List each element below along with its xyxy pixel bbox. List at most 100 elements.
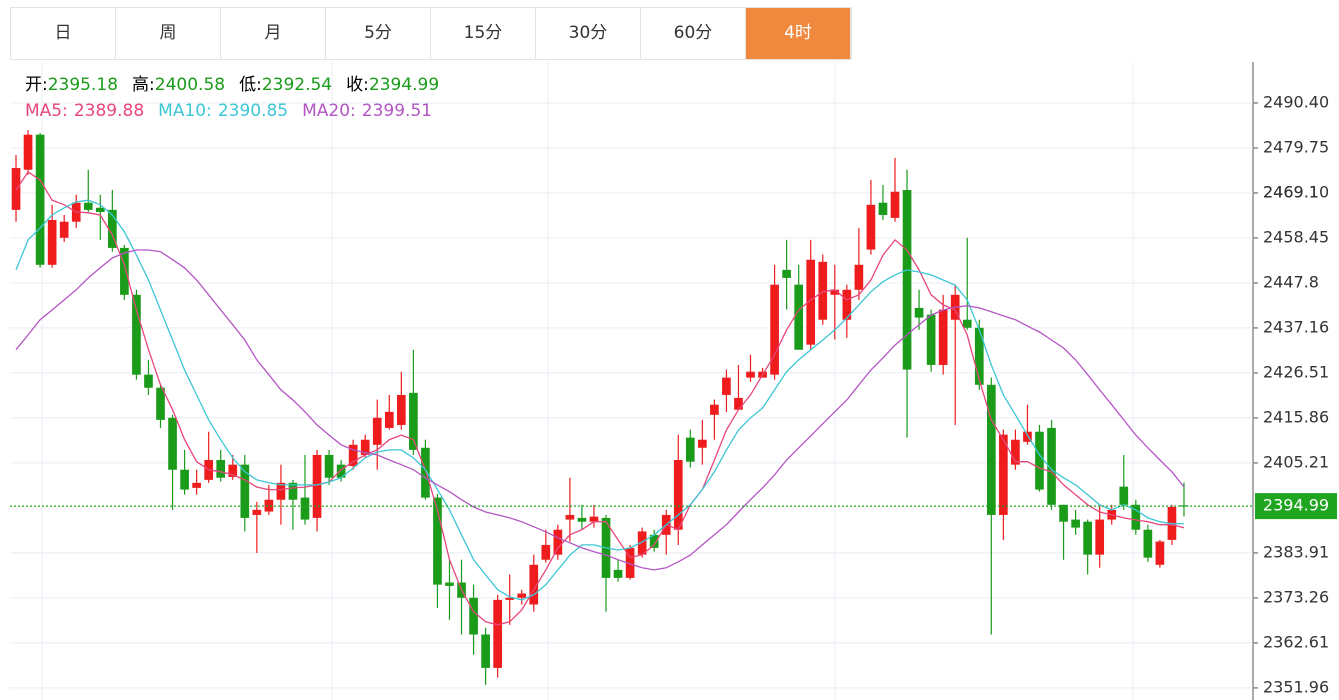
legend-label: MA10: <box>158 101 212 121</box>
candle-body <box>541 544 551 560</box>
candle-body <box>926 314 936 365</box>
y-tick-label: 2490.40 <box>1263 92 1329 111</box>
y-tick-label: 2437.16 <box>1263 317 1329 336</box>
candle-body <box>565 514 575 520</box>
candle-body <box>469 597 478 635</box>
candle-body <box>986 384 996 515</box>
candle-body <box>144 374 153 388</box>
candle-body <box>974 327 984 385</box>
y-tick-label: 2405.21 <box>1263 452 1329 471</box>
candle-body <box>108 209 117 248</box>
candle-body <box>348 444 358 466</box>
info-label: 高: <box>132 75 155 95</box>
period-tab[interactable]: 周 <box>116 8 221 59</box>
candle-body <box>372 417 382 445</box>
candle-body <box>493 599 502 668</box>
ma-row: MA5: 2389.88 MA10: 2390.85 MA20: 2399.51 <box>25 98 439 124</box>
y-tick-label: 2351.96 <box>1263 677 1329 696</box>
candle-body <box>999 434 1008 515</box>
candle-body <box>529 564 539 605</box>
candle-body <box>830 289 840 295</box>
candle-body <box>710 404 719 415</box>
info-item: 收:2394.99 <box>346 72 439 98</box>
candle-body <box>1035 431 1044 490</box>
period-tab[interactable]: 日 <box>11 8 116 59</box>
period-tab[interactable]: 15分 <box>431 8 536 59</box>
candle-body <box>722 377 731 395</box>
candle-body <box>360 439 370 455</box>
period-tab[interactable]: 60分 <box>641 8 746 59</box>
candle-body <box>276 482 286 500</box>
info-label: 开: <box>25 75 48 95</box>
ma-line <box>15 199 1185 601</box>
candle-body <box>1059 504 1068 522</box>
candle-body <box>818 261 828 320</box>
y-tick-label: 2415.86 <box>1263 407 1329 426</box>
info-value: 2400.58 <box>154 75 226 95</box>
candle-body <box>47 220 57 265</box>
candle-body <box>866 204 876 250</box>
candle-body <box>228 464 238 477</box>
period-tab[interactable]: 月 <box>221 8 326 59</box>
ma-line <box>15 170 1185 626</box>
legend-label: MA5: <box>25 101 68 121</box>
candle-body <box>1023 431 1032 442</box>
candle-body <box>180 469 189 490</box>
y-tick-label: 2479.75 <box>1263 137 1329 156</box>
period-tab[interactable]: 4时 <box>746 8 851 59</box>
info-label: 低: <box>239 75 262 95</box>
candle-body <box>806 259 816 345</box>
candle-body <box>577 517 587 522</box>
candle-body <box>324 454 334 478</box>
candle-body <box>1071 519 1080 528</box>
period-tab[interactable]: 30分 <box>536 8 641 59</box>
candle-body <box>505 597 515 600</box>
legend-value: 2389.88 <box>73 101 145 121</box>
legend-item: MA10: 2390.85 <box>158 98 288 124</box>
candle-body <box>613 569 623 578</box>
y-tick-label: 2383.91 <box>1263 542 1329 561</box>
candle-body <box>637 531 647 555</box>
candle-body <box>421 447 430 498</box>
ohlc-row: 开:2395.18 高:2400.58 低:2392.54 收:2394.99 <box>25 72 439 98</box>
candle-body <box>1083 521 1092 555</box>
candle-body <box>396 394 406 425</box>
candle-body <box>95 207 105 212</box>
candle-body <box>83 202 93 210</box>
candle-body <box>1095 519 1105 555</box>
info-value: 2394.99 <box>368 75 440 95</box>
candle-body <box>264 499 274 512</box>
candle-body <box>782 269 791 278</box>
candle-body <box>1011 439 1020 465</box>
candle-body <box>216 460 226 478</box>
candle-body <box>120 247 129 295</box>
candle-body <box>252 509 262 515</box>
candle-body <box>312 454 322 518</box>
y-tick-label: 2362.61 <box>1263 632 1329 651</box>
candle-body <box>1047 427 1056 505</box>
candle-body <box>288 482 298 500</box>
legend-label: MA20: <box>302 101 356 121</box>
candle-body <box>300 497 310 520</box>
candle-body <box>23 134 33 170</box>
info-item: 开:2395.18 <box>25 72 118 98</box>
candle-body <box>1155 541 1165 565</box>
candle-body <box>156 387 165 420</box>
candle-body <box>589 516 599 522</box>
candle-body <box>746 371 755 378</box>
candle-body <box>962 319 972 328</box>
candle-body <box>1131 504 1141 530</box>
y-tick-label: 2426.51 <box>1263 362 1329 381</box>
period-tab[interactable]: 5分 <box>326 8 431 59</box>
y-tick-label: 2447.8 <box>1263 272 1319 291</box>
last-price-label: 2394.99 <box>1263 496 1329 515</box>
candle-body <box>902 190 912 370</box>
y-tick-label: 2373.26 <box>1263 587 1329 606</box>
info-item: 高:2400.58 <box>132 72 225 98</box>
candle-body <box>1143 529 1153 558</box>
candle-body <box>409 392 418 450</box>
candle-body <box>649 534 659 548</box>
candle-body <box>794 284 804 350</box>
ma-line <box>15 249 1185 571</box>
